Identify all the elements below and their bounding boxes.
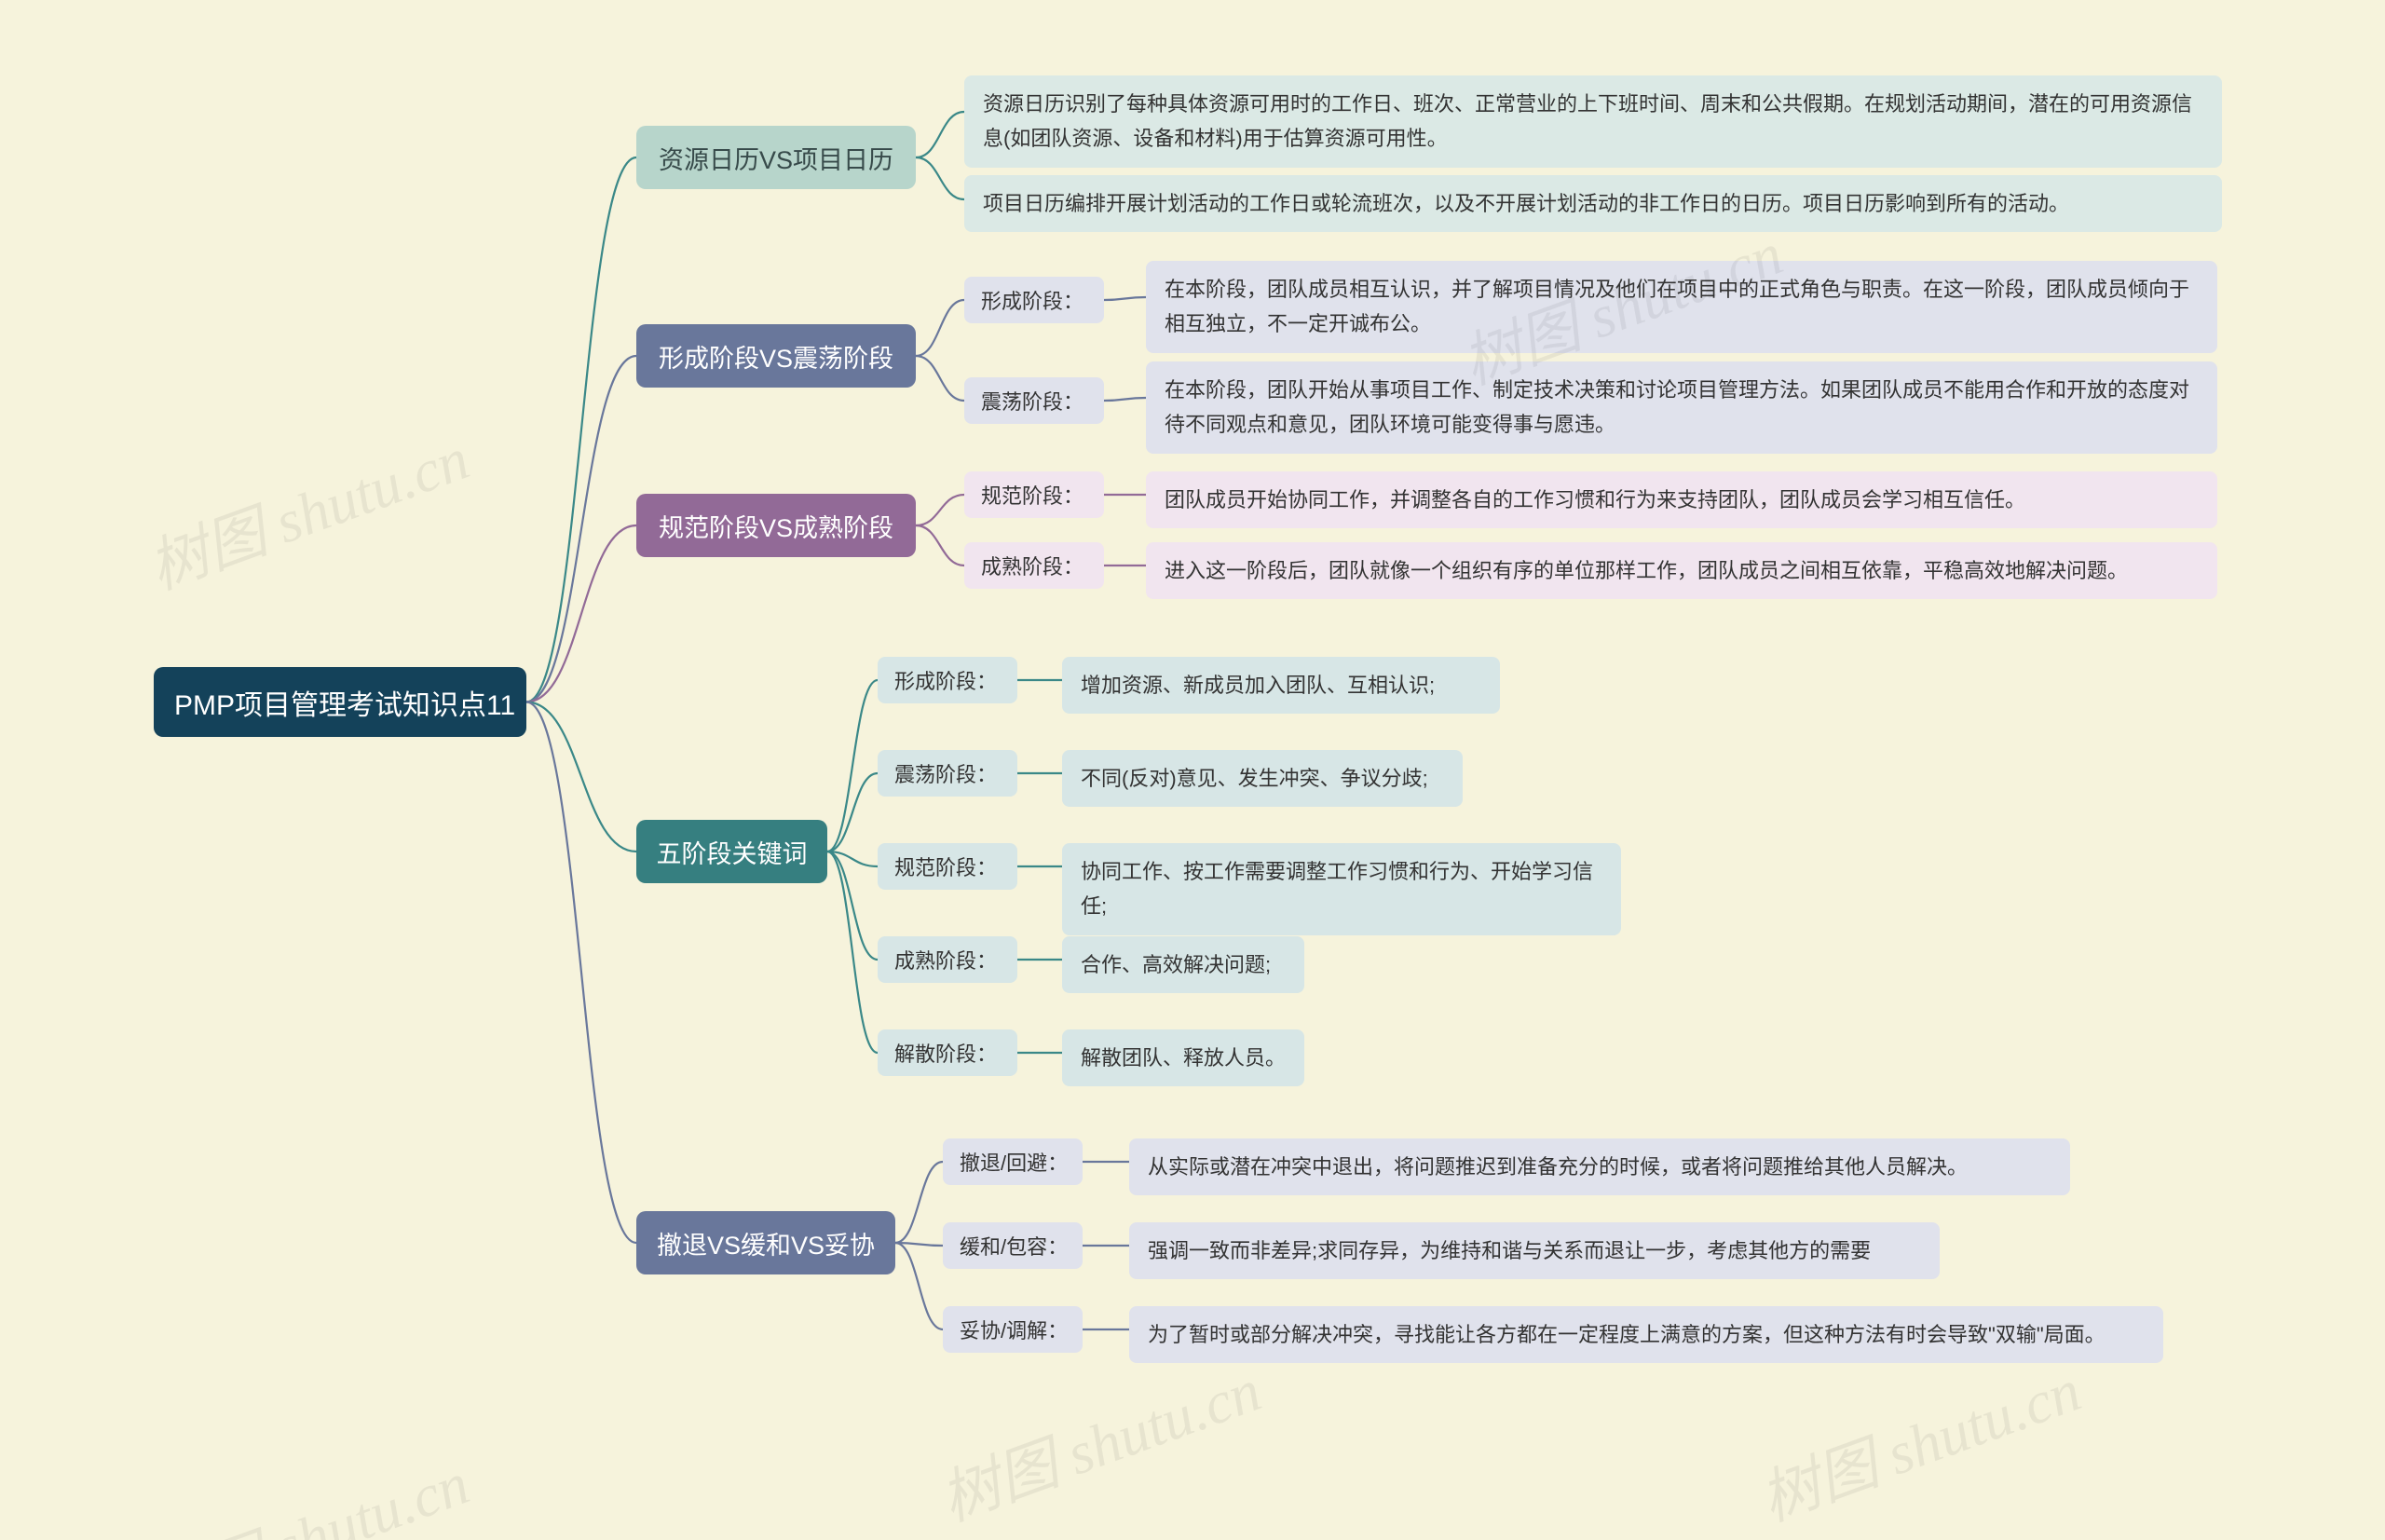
leaf-text: 在本阶段，团队成员相互认识，并了解项目情况及他们在项目中的正式角色与职责。在这一…	[1165, 272, 2199, 342]
mid-label: 形成阶段：	[981, 285, 1083, 315]
leaf-node: 在本阶段，团队开始从事项目工作、制定技术决策和讨论项目管理方法。如果团队成员不能…	[1146, 361, 2217, 454]
mid-node[interactable]: 撤退/回避：	[943, 1138, 1083, 1185]
root-label: PMP项目管理考试知识点11	[174, 682, 515, 723]
branch-label: 规范阶段VS成熟阶段	[659, 508, 893, 544]
leaf-node: 合作、高效解决问题;	[1062, 936, 1304, 993]
mid-node[interactable]: 成熟阶段：	[878, 936, 1017, 983]
branch-node[interactable]: 资源日历VS项目日历	[636, 126, 916, 189]
leaf-node: 从实际或潜在冲突中退出，将问题推迟到准备充分的时候，或者将问题推给其他人员解决。	[1129, 1138, 2070, 1195]
leaf-node: 资源日历识别了每种具体资源可用时的工作日、班次、正常营业的上下班时间、周末和公共…	[964, 75, 2222, 168]
branch-label: 撤退VS缓和VS妥协	[657, 1225, 875, 1261]
leaf-node: 强调一致而非差异;求同存异，为维持和谐与关系而退让一步，考虑其他方的需要	[1129, 1222, 1940, 1279]
leaf-node: 解散团队、释放人员。	[1062, 1029, 1304, 1086]
branch-node[interactable]: 规范阶段VS成熟阶段	[636, 494, 916, 557]
mid-label: 形成阶段：	[894, 665, 997, 695]
mid-label: 成熟阶段：	[981, 551, 1083, 580]
leaf-text: 在本阶段，团队开始从事项目工作、制定技术决策和讨论项目管理方法。如果团队成员不能…	[1165, 373, 2199, 443]
leaf-text: 为了暂时或部分解决冲突，寻找能让各方都在一定程度上满意的方案，但这种方法有时会导…	[1148, 1317, 2106, 1352]
leaf-node: 进入这一阶段后，团队就像一个组织有序的单位那样工作，团队成员之间相互依靠，平稳高…	[1146, 542, 2217, 599]
mid-label: 震荡阶段：	[981, 386, 1083, 416]
leaf-text: 强调一致而非差异;求同存异，为维持和谐与关系而退让一步，考虑其他方的需要	[1148, 1233, 1871, 1268]
mid-node[interactable]: 规范阶段：	[878, 843, 1017, 890]
mid-node[interactable]: 形成阶段：	[964, 277, 1104, 323]
mid-label: 撤退/回避：	[960, 1147, 1068, 1177]
leaf-node: 为了暂时或部分解决冲突，寻找能让各方都在一定程度上满意的方案，但这种方法有时会导…	[1129, 1306, 2163, 1363]
leaf-text: 从实际或潜在冲突中退出，将问题推迟到准备充分的时候，或者将问题推给其他人员解决。	[1148, 1150, 1968, 1184]
mid-label: 解散阶段：	[894, 1038, 997, 1068]
leaf-text: 合作、高效解决问题;	[1081, 947, 1271, 982]
leaf-node: 项目日历编排开展计划活动的工作日或轮流班次，以及不开展计划活动的非工作日的日历。…	[964, 175, 2222, 232]
branch-label: 资源日历VS项目日历	[659, 140, 893, 176]
mid-label: 成熟阶段：	[894, 945, 997, 974]
mid-node[interactable]: 震荡阶段：	[878, 750, 1017, 797]
mid-node[interactable]: 解散阶段：	[878, 1029, 1017, 1076]
mid-node[interactable]: 形成阶段：	[878, 657, 1017, 703]
branch-label: 五阶段关键词	[657, 834, 808, 870]
mid-node[interactable]: 妥协/调解：	[943, 1306, 1083, 1353]
leaf-node: 增加资源、新成员加入团队、互相认识;	[1062, 657, 1500, 714]
mid-node[interactable]: 缓和/包容：	[943, 1222, 1083, 1269]
mid-label: 规范阶段：	[894, 852, 997, 881]
root-node[interactable]: PMP项目管理考试知识点11	[154, 667, 526, 737]
mid-label: 震荡阶段：	[894, 758, 997, 788]
mid-node[interactable]: 规范阶段：	[964, 471, 1104, 518]
mid-node[interactable]: 震荡阶段：	[964, 377, 1104, 424]
mid-label: 妥协/调解：	[960, 1315, 1068, 1344]
leaf-text: 进入这一阶段后，团队就像一个组织有序的单位那样工作，团队成员之间相互依靠，平稳高…	[1165, 553, 2128, 588]
leaf-text: 不同(反对)意见、发生冲突、争议分歧;	[1081, 761, 1428, 796]
leaf-node: 协同工作、按工作需要调整工作习惯和行为、开始学习信任;	[1062, 843, 1621, 935]
mid-node[interactable]: 成熟阶段：	[964, 542, 1104, 589]
leaf-node: 不同(反对)意见、发生冲突、争议分歧;	[1062, 750, 1463, 807]
leaf-text: 项目日历编排开展计划活动的工作日或轮流班次，以及不开展计划活动的非工作日的日历。…	[983, 186, 2069, 221]
branch-label: 形成阶段VS震荡阶段	[659, 338, 893, 375]
branch-node[interactable]: 五阶段关键词	[636, 820, 827, 883]
leaf-text: 资源日历识别了每种具体资源可用时的工作日、班次、正常营业的上下班时间、周末和公共…	[983, 87, 2203, 157]
leaf-node: 在本阶段，团队成员相互认识，并了解项目情况及他们在项目中的正式角色与职责。在这一…	[1146, 261, 2217, 353]
leaf-node: 团队成员开始协同工作，并调整各自的工作习惯和行为来支持团队，团队成员会学习相互信…	[1146, 471, 2217, 528]
branch-node[interactable]: 形成阶段VS震荡阶段	[636, 324, 916, 388]
leaf-text: 团队成员开始协同工作，并调整各自的工作习惯和行为来支持团队，团队成员会学习相互信…	[1165, 483, 2025, 517]
mid-label: 缓和/包容：	[960, 1231, 1068, 1261]
leaf-text: 解散团队、释放人员。	[1081, 1041, 1286, 1075]
branch-node[interactable]: 撤退VS缓和VS妥协	[636, 1211, 895, 1274]
leaf-text: 增加资源、新成员加入团队、互相认识;	[1081, 668, 1435, 702]
leaf-text: 协同工作、按工作需要调整工作习惯和行为、开始学习信任;	[1081, 854, 1602, 924]
mid-label: 规范阶段：	[981, 480, 1083, 510]
